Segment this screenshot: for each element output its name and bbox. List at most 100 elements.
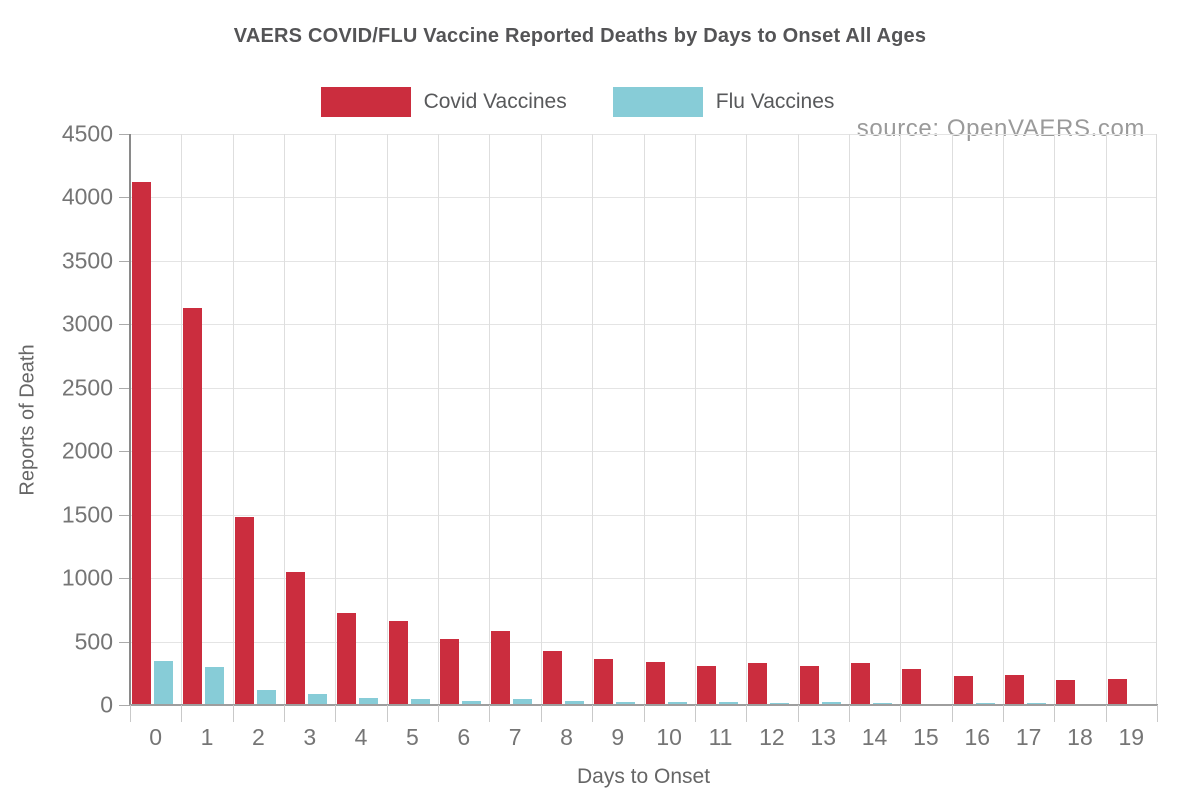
vertical-gridline	[694, 134, 696, 705]
flu-bar	[821, 702, 841, 705]
flu-bar	[667, 701, 687, 705]
covid-bar	[388, 620, 408, 705]
y-axis-tick	[119, 260, 129, 262]
covid-bar	[542, 651, 562, 705]
x-axis-tick-label: 16	[964, 724, 991, 750]
x-axis-tick	[951, 705, 953, 722]
x-axis-tick	[1105, 705, 1107, 722]
plot-area: 0 500 1000 1500 2000 2500 3000 3500 4000 4500 0 1 2 3…	[62, 121, 1158, 750]
x-axis-tick-label: 7	[508, 724, 522, 750]
y-axis-tick-label: 1500	[61, 501, 113, 528]
flu-bar	[205, 666, 225, 705]
vertical-gridline	[1002, 134, 1004, 705]
y-axis-tick	[119, 578, 129, 580]
x-axis-title: Days to Onset	[576, 765, 711, 788]
vertical-gridline	[232, 134, 234, 705]
covid-bar	[491, 631, 511, 705]
covid-bar	[234, 517, 254, 705]
x-axis-tick	[848, 705, 850, 722]
flu-bar	[154, 661, 173, 705]
covid-bar	[953, 675, 973, 705]
x-axis-tick	[643, 705, 645, 722]
covid-bar	[594, 659, 614, 705]
vertical-gridline	[540, 134, 542, 705]
vertical-gridline	[335, 134, 337, 705]
flu-bar	[513, 699, 533, 705]
y-axis-tick	[119, 451, 129, 453]
y-axis-tick	[119, 324, 129, 326]
x-axis-tick-label: 8	[560, 724, 573, 750]
flu-bar	[359, 698, 379, 705]
covid-bar	[1107, 679, 1127, 705]
x-axis-tick	[1054, 705, 1056, 722]
x-axis-tick-label: 5	[406, 724, 419, 750]
legend: Covid Vaccines Flu Vaccines	[0, 87, 1155, 117]
legend-item-flu: Flu Vaccines	[612, 87, 834, 117]
x-axis-tick-label: 2	[251, 724, 265, 750]
x-axis-tick	[232, 705, 234, 722]
y-axis-tick-label: 1000	[61, 564, 113, 591]
y-axis-line	[129, 134, 131, 705]
vertical-gridline	[181, 134, 183, 705]
x-axis-tick-label: 0	[149, 724, 163, 750]
covid-bar	[183, 307, 203, 705]
covid-bar	[902, 669, 922, 705]
covid-bar	[1056, 680, 1076, 705]
x-axis-tick-label: 19	[1118, 724, 1145, 750]
y-axis-tick	[119, 197, 129, 199]
x-axis-tick-label: 6	[457, 724, 471, 750]
covid-bar	[748, 662, 768, 705]
covid-bar	[1004, 675, 1024, 705]
y-axis-tick-label: 4500	[61, 120, 113, 147]
y-axis-tick-label: 0	[100, 691, 113, 718]
y-axis-tick-label: 3500	[61, 247, 113, 274]
covid-bar	[696, 666, 716, 705]
legend-swatch-flu	[612, 87, 703, 117]
vertical-gridline	[1054, 134, 1056, 705]
x-axis-tick-label: 9	[611, 724, 625, 750]
x-axis-tick	[1002, 705, 1004, 722]
x-axis-tick	[386, 705, 388, 722]
x-axis-tick	[900, 705, 902, 722]
covid-bar	[337, 613, 357, 705]
vertical-gridline	[951, 134, 953, 705]
x-axis-tick-label: 17	[1015, 724, 1042, 750]
x-axis-tick	[284, 705, 286, 722]
flu-bar	[564, 701, 584, 705]
source-attribution: source: OpenVAERS.com	[856, 115, 1145, 142]
flu-bar	[616, 701, 636, 705]
x-axis-tick	[1157, 705, 1158, 722]
covid-bar	[645, 661, 665, 705]
x-axis-tick-label: 1	[200, 724, 214, 750]
y-axis-tick-label: 500	[74, 628, 113, 655]
y-axis-tick-label: 3000	[61, 310, 113, 337]
covid-bar	[286, 571, 306, 705]
x-axis-tick-label: 12	[759, 724, 785, 750]
x-axis-tick	[489, 705, 491, 722]
vertical-gridline	[746, 134, 748, 705]
x-axis-tick	[592, 705, 594, 722]
vertical-gridline	[284, 134, 286, 705]
vertical-gridline	[900, 134, 902, 705]
vertical-gridline	[592, 134, 594, 705]
x-axis-tick	[540, 705, 542, 722]
legend-item-covid: Covid Vaccines	[320, 87, 567, 117]
x-axis-tick-label: 3	[303, 724, 317, 750]
vertical-gridline	[489, 134, 491, 705]
covid-bar	[132, 182, 151, 705]
y-axis-tick	[119, 641, 129, 643]
flu-bar	[308, 693, 328, 705]
vertical-gridline	[848, 134, 850, 705]
y-axis-tick	[119, 134, 129, 135]
x-axis-tick	[181, 705, 183, 722]
y-axis-tick-label: 4000	[61, 183, 113, 210]
x-axis-tick-label: 15	[913, 724, 939, 750]
x-axis-tick	[797, 705, 799, 722]
covid-bar	[799, 666, 819, 705]
y-axis-title: Reports of Death	[16, 344, 39, 496]
x-axis-tick-label: 14	[861, 724, 888, 750]
x-axis-tick	[438, 705, 440, 722]
y-axis-tick-label: 2500	[61, 374, 113, 401]
y-axis-tick	[119, 514, 129, 516]
